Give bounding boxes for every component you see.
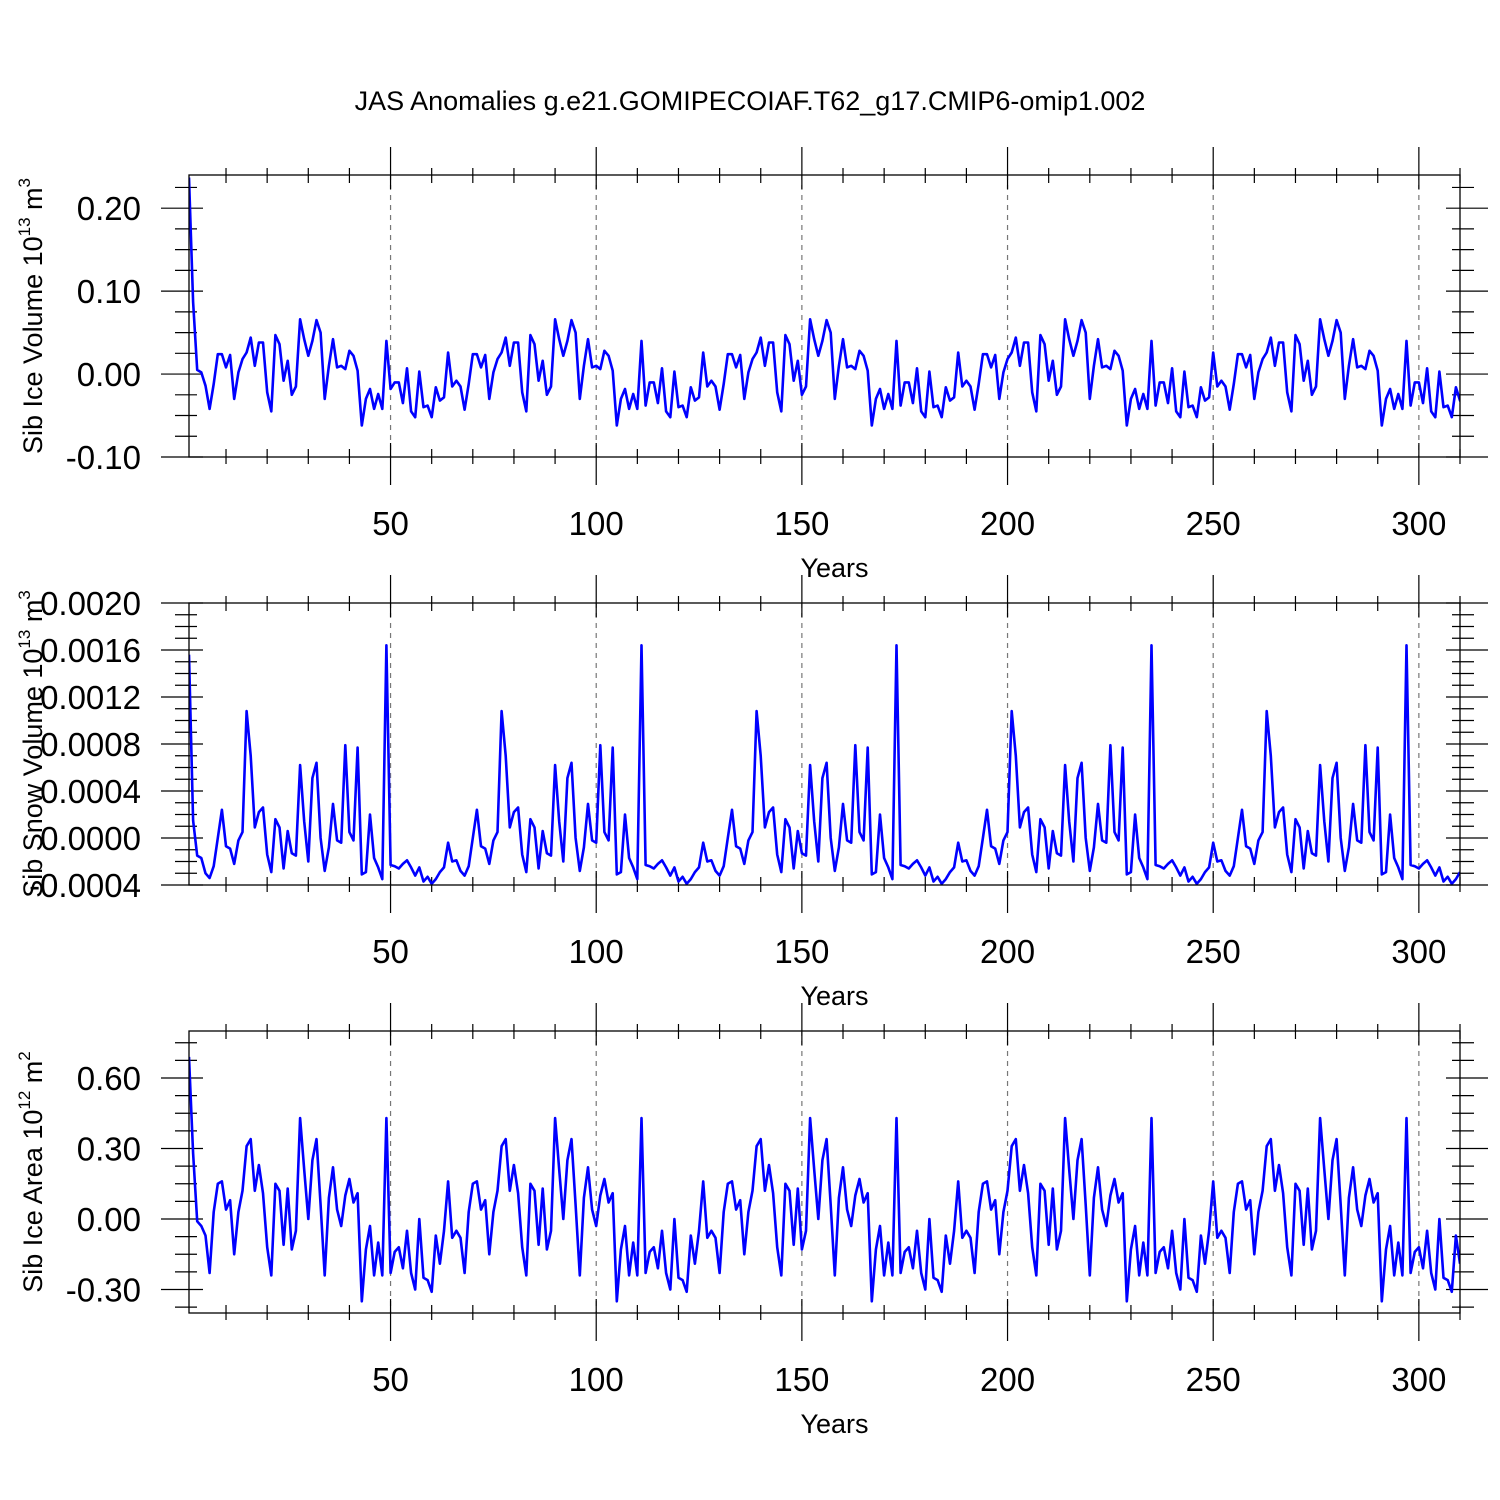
- sib-ice-volume-x-tick-label: 150: [774, 505, 829, 542]
- sib-ice-volume-x-tick-label: 50: [372, 505, 409, 542]
- sib-ice-area-x-tick-label: 50: [372, 1361, 409, 1398]
- sib-ice-volume-y-tick-label: 0.00: [77, 356, 141, 393]
- sib-ice-area-y-tick-label: 0.30: [77, 1131, 141, 1168]
- sib-ice-volume-x-tick-label: 200: [980, 505, 1035, 542]
- sib-ice-volume-x-tick-label: 100: [569, 505, 624, 542]
- sib-ice-volume-panel: 50 100 150 200 250 300 -0.10 0.00 0.10 0.20 Years S…: [15, 147, 1488, 583]
- sib-snow-volume-x-axis-title: Years: [800, 981, 868, 1011]
- sib-snow-volume-x-tick-label: 250: [1186, 933, 1241, 970]
- sib-ice-volume-x-tick-label: 300: [1391, 505, 1446, 542]
- sib-snow-volume-y-tick-label: -0.0004: [29, 867, 141, 904]
- sib-ice-area-x-tick-label: 250: [1186, 1361, 1241, 1398]
- sib-snow-volume-y-tick-label: 0.0000: [40, 820, 141, 857]
- sib-snow-volume-y-tick-label: 0.0016: [40, 632, 141, 669]
- sib-ice-area-x-tick-label: 300: [1391, 1361, 1446, 1398]
- sib-snow-volume-y-tick-label: 0.0012: [40, 679, 141, 716]
- sib-ice-area-y-tick-label: 0.60: [77, 1060, 141, 1097]
- sib-ice-area-x-tick-label: 200: [980, 1361, 1035, 1398]
- sib-snow-volume-panel: 50 100 150 200 250 300 -0.0004 0.0000 0.0004 0.00…: [15, 575, 1488, 1011]
- sib-ice-volume-x-axis-title: Years: [800, 553, 868, 583]
- sib-ice-area-x-axis-title: Years: [800, 1409, 868, 1439]
- sib-snow-volume-y-tick-label: 0.0008: [40, 726, 141, 763]
- sib-ice-area-plot-frame: [188, 1030, 1461, 1314]
- sib-snow-volume-x-tick-label: 50: [372, 933, 409, 970]
- sib-ice-volume-series-line: [189, 177, 1460, 427]
- sib-snow-volume-series-line: [189, 643, 1460, 885]
- sib-snow-volume-y-tick-label: 0.0020: [40, 585, 141, 622]
- sib-snow-volume-x-tick-label: 150: [774, 933, 829, 970]
- panels: 50 100 150 200 250 300 -0.10 0.00 0.10 0.20 Years S…: [15, 147, 1488, 1439]
- sib-ice-area-y-tick-label: -0.30: [66, 1272, 141, 1309]
- sib-snow-volume-y-tick-label: 0.0004: [40, 773, 141, 810]
- sib-ice-area-series-line: [189, 1056, 1460, 1303]
- sib-ice-volume-y-tick-label: 0.20: [77, 190, 141, 227]
- sib-ice-volume-plot-frame: [188, 174, 1461, 458]
- sib-snow-volume-x-tick-label: 300: [1391, 933, 1446, 970]
- sib-ice-volume-x-tick-label: 250: [1186, 505, 1241, 542]
- sib-ice-volume-y-axis-title: Sib Ice Volume 1013 m3: [15, 178, 48, 454]
- sib-ice-volume-y-tick-label: 0.10: [77, 273, 141, 310]
- sib-ice-area-y-tick-label: 0.00: [77, 1201, 141, 1238]
- sib-ice-area-x-tick-label: 150: [774, 1361, 829, 1398]
- sib-snow-volume-plot-frame: [188, 602, 1461, 886]
- sib-ice-area-panel: 50 100 150 200 250 300 -0.30 0.00 0.30 0.60 Years S…: [15, 1003, 1488, 1439]
- sib-snow-volume-x-tick-label: 200: [980, 933, 1035, 970]
- sib-ice-area-x-tick-label: 100: [569, 1361, 624, 1398]
- sib-ice-area-y-axis-title: Sib Ice Area 1012 m2: [15, 1051, 48, 1293]
- sib-snow-volume-x-tick-label: 100: [569, 933, 624, 970]
- figure-title: JAS Anomalies g.e21.GOMIPECOIAF.T62_g17.…: [355, 86, 1146, 116]
- sib-ice-volume-y-tick-label: -0.10: [66, 439, 141, 476]
- sib-snow-volume-y-axis-title: Sib Snow Volume 1013 m3: [15, 590, 48, 898]
